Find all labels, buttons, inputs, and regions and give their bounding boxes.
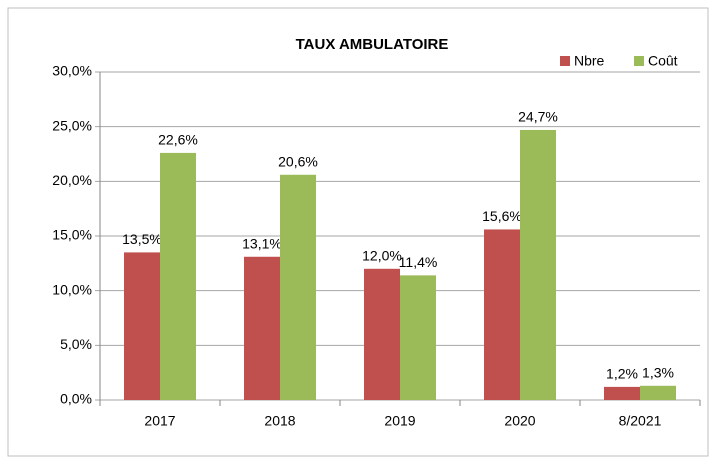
value-label: 1,3% (642, 364, 674, 380)
bar (604, 386, 640, 400)
value-label: 15,6% (482, 208, 522, 224)
legend-swatch (560, 56, 570, 66)
bar (484, 229, 520, 400)
legend-swatch (634, 56, 644, 66)
value-label: 13,1% (242, 235, 282, 251)
x-tick-label: 2018 (264, 413, 295, 429)
bar (244, 256, 280, 400)
y-tick-label: 15,0% (52, 227, 92, 243)
bar (280, 174, 316, 400)
value-label: 20,6% (278, 153, 318, 169)
value-label: 11,4% (399, 254, 438, 270)
value-label: 1,2% (606, 366, 638, 382)
bar (520, 129, 556, 401)
bar (124, 252, 160, 400)
x-tick-label: 2019 (384, 413, 415, 429)
chart-frame (7, 7, 709, 457)
x-tick-label: 2017 (144, 413, 175, 429)
bar (400, 275, 436, 400)
value-label: 12,0% (362, 248, 402, 264)
chart-title: TAUX AMBULATOIRE (296, 36, 449, 53)
value-label: 24,7% (518, 109, 558, 125)
bar (640, 385, 676, 400)
x-tick-label: 2020 (504, 413, 535, 429)
bar (160, 152, 196, 400)
y-tick-label: 10,0% (52, 281, 92, 297)
value-label: 13,5% (122, 231, 162, 247)
x-tick-label: 8/2021 (619, 413, 662, 429)
bar (364, 268, 400, 400)
y-tick-label: 25,0% (52, 117, 92, 133)
y-tick-label: 0,0% (60, 391, 92, 407)
legend-label: Nbre (574, 53, 605, 69)
y-tick-label: 5,0% (60, 336, 92, 352)
y-tick-label: 20,0% (52, 172, 92, 188)
y-tick-label: 30,0% (52, 63, 92, 79)
value-label: 22,6% (158, 132, 198, 148)
legend-label: Coût (648, 53, 678, 69)
